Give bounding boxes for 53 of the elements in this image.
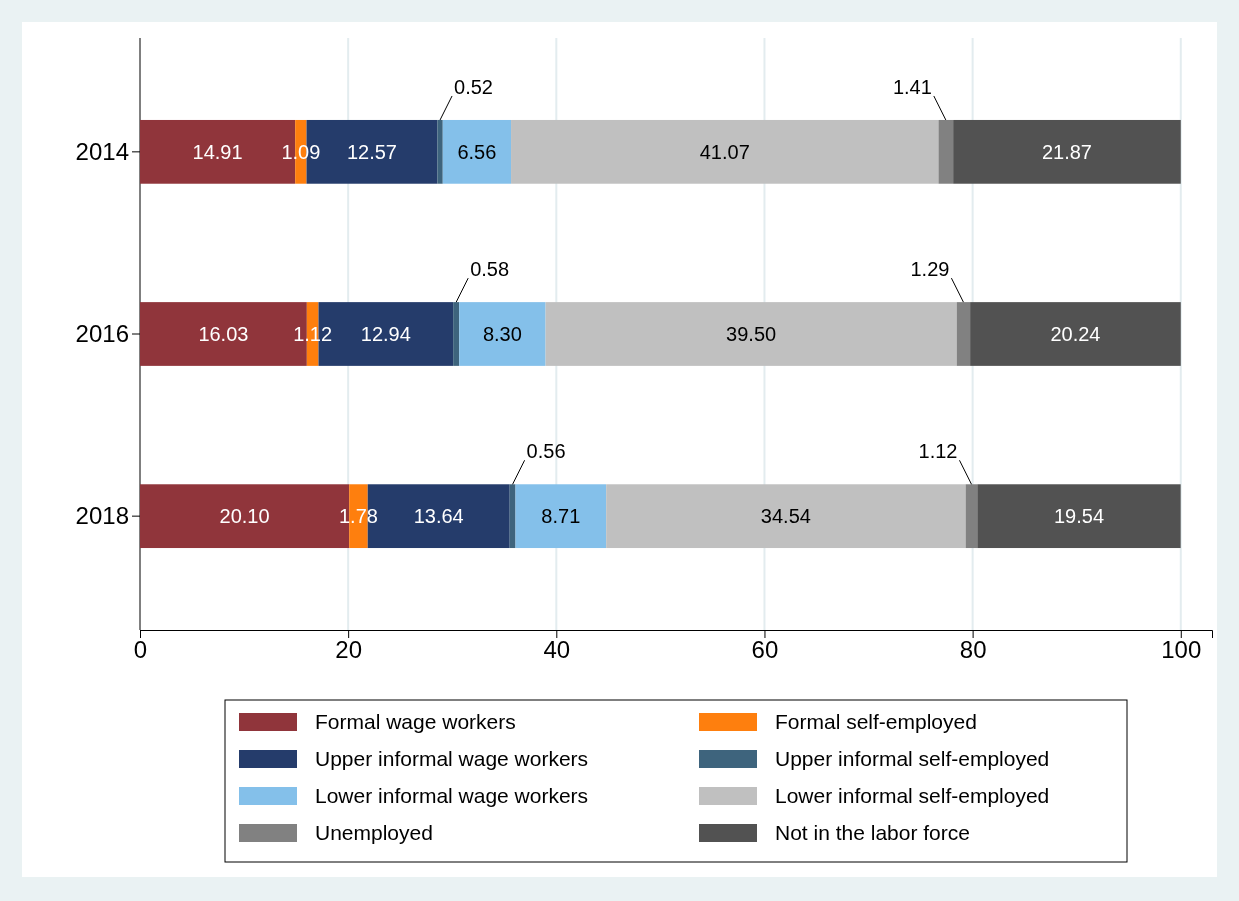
bar <box>953 119 1181 184</box>
bar <box>509 484 516 549</box>
legend-label: Formal wage workers <box>315 710 516 734</box>
bar <box>938 119 954 184</box>
legend-label: Upper informal wage workers <box>315 747 589 771</box>
bar <box>545 302 957 366</box>
bar <box>965 484 978 549</box>
data-label: 12.94 <box>360 323 411 345</box>
y-tick-label: 2016 <box>75 319 129 347</box>
legend-label: Upper informal self-employed <box>775 747 1050 771</box>
data-label: 16.03 <box>198 323 249 345</box>
data-label: 39.50 <box>726 323 777 345</box>
data-label: 8.30 <box>482 323 522 345</box>
y-tick-label: 2014 <box>75 137 129 165</box>
data-label: 12.57 <box>346 140 397 163</box>
bar <box>515 484 607 549</box>
legend-label: Lower informal self-employed <box>775 784 1050 808</box>
x-tick-label: 0 <box>133 636 148 664</box>
data-label: 0.58 <box>470 258 510 281</box>
data-label: 13.64 <box>413 505 464 528</box>
data-label: 20.10 <box>219 505 270 528</box>
y-tick-label: 2018 <box>75 501 129 529</box>
data-label: 8.71 <box>541 505 581 528</box>
data-label: 0.56 <box>526 440 566 463</box>
bar <box>977 484 1181 549</box>
bar <box>442 119 512 184</box>
legend-label: Unemployed <box>315 821 433 845</box>
x-tick-label: 100 <box>1161 636 1202 664</box>
data-label: 1.29 <box>910 258 950 281</box>
data-label: 14.91 <box>192 140 243 163</box>
data-label: 20.24 <box>1050 323 1101 345</box>
data-label: 19.54 <box>1053 505 1105 528</box>
x-tick-label: 20 <box>335 636 363 664</box>
bar <box>970 302 1181 366</box>
legend-label: Not in the labor force <box>775 821 970 845</box>
bar <box>956 302 971 366</box>
x-tick-label: 40 <box>543 636 571 664</box>
data-label: 6.56 <box>457 140 497 163</box>
x-tick-label: 60 <box>751 636 779 664</box>
bar <box>453 302 460 366</box>
bar <box>437 119 443 184</box>
x-tick-label: 80 <box>959 636 987 664</box>
data-label: 1.41 <box>892 75 932 98</box>
data-label: 0.52 <box>454 75 493 98</box>
data-label: 21.87 <box>1041 140 1092 163</box>
data-label: 41.07 <box>699 140 750 163</box>
bar <box>606 484 966 549</box>
bar <box>459 302 546 366</box>
legend-label: Formal self-employed <box>775 710 977 734</box>
bar <box>511 119 939 184</box>
data-label: 34.54 <box>760 505 811 528</box>
data-label: 1.12 <box>918 440 958 463</box>
legend-label: Lower informal wage workers <box>315 784 589 808</box>
